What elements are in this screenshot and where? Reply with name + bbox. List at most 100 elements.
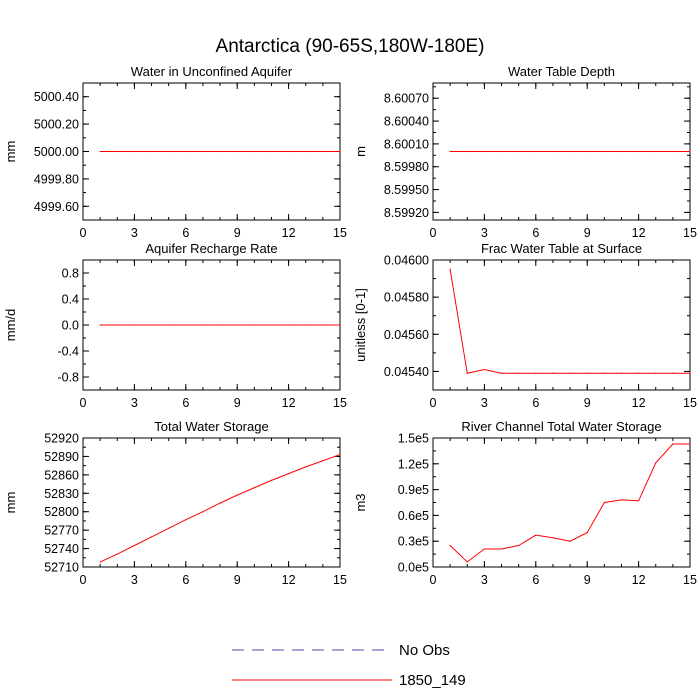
data-point — [270, 479, 273, 481]
data-point — [253, 324, 255, 326]
panel-frame — [432, 437, 691, 568]
data-point — [99, 324, 101, 326]
panel-frame — [82, 437, 341, 568]
data-point — [305, 466, 307, 468]
data-point — [655, 150, 657, 153]
y-axis-label: mm — [3, 141, 18, 163]
x-tick-label: 12 — [632, 396, 646, 410]
figure-title: Antarctica (90-65S,180W-180E) — [216, 36, 485, 57]
x-tick-label: 15 — [333, 396, 347, 410]
data-point — [168, 324, 170, 326]
x-tick-label: 12 — [282, 573, 296, 587]
y-tick-label: -0.8 — [57, 371, 79, 385]
y-tick-label: 0.04580 — [384, 291, 429, 305]
data-point — [288, 150, 290, 153]
data-point — [449, 150, 451, 153]
data-point — [185, 324, 187, 326]
data-point — [236, 324, 238, 326]
y-tick-label: 5000.40 — [34, 90, 79, 104]
x-tick-label: 0 — [430, 573, 437, 587]
data-point — [586, 532, 588, 534]
y-tick-label: 8.60040 — [384, 115, 429, 129]
data-point — [219, 150, 221, 153]
data-point — [253, 487, 255, 489]
data-point — [339, 453, 341, 456]
data-point — [638, 500, 640, 502]
x-tick-label: 3 — [481, 226, 488, 240]
y-tick-label: 0.6e5 — [398, 509, 429, 523]
data-point — [672, 150, 674, 153]
data-point — [586, 150, 588, 153]
y-tick-label: 5000.00 — [34, 145, 79, 159]
y-tick-label: 0.04540 — [384, 365, 429, 379]
panel-title: Water Table Depth — [508, 64, 615, 79]
y-tick-label: 1.5e5 — [398, 432, 429, 446]
panel-title: Total Water Storage — [154, 419, 268, 434]
x-tick-label: 15 — [683, 573, 697, 587]
data-point — [339, 150, 341, 153]
data-point — [603, 150, 605, 153]
x-tick-label: 0 — [80, 396, 87, 410]
y-tick-label: 52710 — [44, 561, 79, 575]
data-point — [270, 150, 273, 153]
data-point — [466, 150, 468, 153]
x-tick-label: 6 — [532, 573, 539, 587]
x-tick-label: 6 — [182, 396, 189, 410]
data-point — [133, 324, 135, 326]
y-tick-label: 0.0e5 — [398, 561, 429, 575]
x-tick-label: 12 — [632, 226, 646, 240]
data-point — [483, 368, 485, 371]
y-axis-label: m — [353, 146, 368, 157]
data-point — [603, 501, 605, 504]
y-tick-label: 4999.60 — [34, 200, 79, 214]
y-tick-label: 52890 — [44, 450, 79, 464]
data-point — [689, 372, 691, 374]
y-tick-label: 52800 — [44, 505, 79, 519]
x-tick-label: 12 — [282, 226, 296, 240]
legend-label-1850-149: 1850_149 — [399, 672, 466, 689]
data-point — [466, 561, 468, 563]
y-tick-label: 52770 — [44, 524, 79, 538]
panel-title: River Channel Total Water Storage — [461, 419, 661, 434]
x-tick-label: 15 — [333, 573, 347, 587]
data-point — [535, 372, 537, 374]
panel-3: Aquifer Recharge Rate mm/d 0 3 6 9 12 15 -0.8 -0.… — [3, 241, 347, 410]
y-tick-label: 4999.80 — [34, 172, 79, 186]
x-tick-label: 6 — [532, 226, 539, 240]
data-point — [322, 150, 324, 153]
data-point — [168, 150, 170, 153]
data-point — [288, 473, 290, 475]
data-point — [466, 372, 468, 374]
x-tick-label: 6 — [532, 396, 539, 410]
data-point — [586, 372, 588, 374]
x-tick-label: 15 — [683, 396, 697, 410]
series-line-1850-149 — [449, 443, 690, 563]
data-point — [500, 372, 503, 374]
data-point — [133, 544, 135, 547]
data-point — [150, 150, 153, 153]
data-point — [552, 372, 554, 374]
series-line-1850-149 — [449, 269, 690, 374]
data-point — [689, 443, 691, 445]
data-point — [270, 324, 273, 326]
x-tick-label: 3 — [481, 396, 488, 410]
data-point — [569, 540, 571, 542]
panel-5: Total Water Storage mm 0 3 6 9 12 15 52710 52740 5… — [3, 419, 347, 587]
data-point — [552, 537, 554, 539]
x-tick-label: 9 — [234, 573, 241, 587]
y-tick-label: -0.4 — [57, 345, 79, 359]
data-point — [483, 150, 485, 153]
panel-6: River Channel Total Water Storage m3 0 3 6 9 1… — [353, 419, 697, 587]
data-point — [202, 150, 204, 153]
panel-1: Water in Unconfined Aquifer mm 0 3 6 9 12 15 499… — [3, 64, 347, 240]
data-point — [305, 324, 307, 326]
data-point — [500, 150, 503, 153]
data-point — [305, 150, 307, 153]
data-point — [603, 372, 605, 374]
data-point — [99, 150, 101, 153]
data-point — [483, 548, 485, 550]
data-point — [288, 324, 290, 326]
x-tick-label: 6 — [182, 573, 189, 587]
y-tick-label: 52860 — [44, 468, 79, 482]
